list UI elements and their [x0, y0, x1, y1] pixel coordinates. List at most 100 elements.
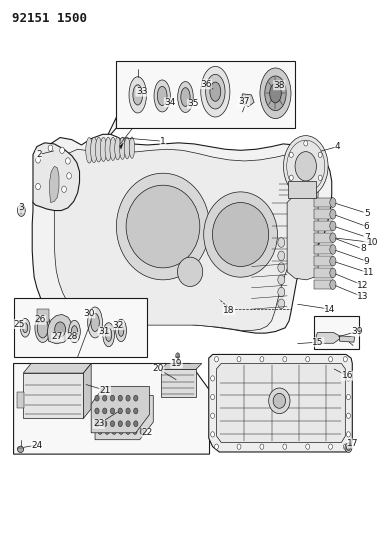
Text: 1: 1 [160, 137, 166, 146]
Ellipse shape [215, 444, 218, 449]
Ellipse shape [36, 183, 40, 190]
Ellipse shape [110, 137, 116, 160]
Ellipse shape [211, 413, 215, 418]
Ellipse shape [133, 408, 138, 414]
Ellipse shape [105, 417, 109, 423]
Ellipse shape [112, 417, 116, 423]
Ellipse shape [55, 322, 66, 337]
Ellipse shape [346, 432, 350, 437]
Ellipse shape [103, 322, 114, 346]
Bar [37, 309, 48, 322]
Text: 11: 11 [363, 269, 374, 277]
Ellipse shape [88, 307, 102, 338]
Ellipse shape [283, 444, 287, 449]
Bar [314, 221, 333, 231]
Ellipse shape [98, 417, 102, 423]
Text: 5: 5 [364, 209, 369, 217]
Ellipse shape [265, 76, 286, 111]
Polygon shape [14, 364, 210, 454]
Ellipse shape [260, 68, 291, 119]
Ellipse shape [278, 275, 285, 285]
Text: 20: 20 [152, 365, 164, 373]
Ellipse shape [343, 444, 347, 449]
Text: 22: 22 [142, 429, 153, 437]
Text: 37: 37 [238, 97, 249, 106]
Polygon shape [217, 364, 345, 442]
Text: 2: 2 [36, 150, 42, 159]
Ellipse shape [105, 406, 109, 411]
Text: 30: 30 [83, 309, 95, 318]
Bar [314, 316, 359, 349]
Polygon shape [116, 61, 295, 128]
Ellipse shape [176, 353, 180, 358]
Ellipse shape [133, 421, 138, 426]
Bar [288, 181, 316, 198]
Text: 19: 19 [171, 359, 182, 368]
Ellipse shape [278, 287, 285, 297]
Ellipse shape [283, 136, 328, 197]
Text: 15: 15 [312, 338, 324, 346]
Text: 23: 23 [93, 419, 105, 428]
Ellipse shape [21, 318, 30, 337]
Bar [314, 280, 333, 289]
Text: 38: 38 [274, 81, 285, 90]
Polygon shape [209, 354, 352, 452]
Ellipse shape [129, 137, 135, 158]
Ellipse shape [105, 138, 111, 161]
Ellipse shape [102, 408, 107, 414]
Bar [161, 369, 196, 397]
Polygon shape [23, 364, 91, 373]
Ellipse shape [118, 395, 123, 401]
Ellipse shape [110, 395, 115, 401]
Ellipse shape [270, 84, 281, 103]
Polygon shape [120, 143, 123, 149]
Ellipse shape [154, 80, 170, 112]
Text: 12: 12 [357, 281, 369, 289]
Ellipse shape [260, 444, 264, 449]
Ellipse shape [126, 408, 130, 414]
Ellipse shape [181, 88, 190, 107]
Ellipse shape [273, 393, 286, 408]
Ellipse shape [329, 444, 333, 449]
Text: 33: 33 [136, 87, 147, 96]
Ellipse shape [278, 263, 285, 272]
Ellipse shape [215, 357, 218, 362]
Polygon shape [95, 395, 153, 440]
Text: 39: 39 [351, 327, 363, 336]
Ellipse shape [268, 388, 290, 414]
Ellipse shape [330, 256, 336, 266]
Ellipse shape [346, 376, 350, 381]
Ellipse shape [106, 328, 112, 341]
Bar [314, 198, 333, 207]
Ellipse shape [119, 417, 123, 423]
Bar [314, 233, 333, 243]
Ellipse shape [126, 429, 130, 434]
Ellipse shape [133, 85, 142, 105]
Ellipse shape [37, 318, 48, 338]
Ellipse shape [23, 323, 28, 333]
Text: 17: 17 [347, 439, 359, 448]
Ellipse shape [17, 446, 24, 453]
Polygon shape [241, 94, 254, 107]
Text: 25: 25 [14, 320, 25, 328]
Ellipse shape [213, 203, 268, 266]
Ellipse shape [17, 205, 25, 216]
Polygon shape [32, 134, 332, 333]
Ellipse shape [330, 268, 336, 278]
Text: 32: 32 [113, 321, 124, 329]
Ellipse shape [133, 417, 137, 423]
Text: 34: 34 [164, 98, 176, 107]
Ellipse shape [140, 417, 144, 423]
Polygon shape [83, 364, 91, 418]
Ellipse shape [158, 86, 167, 106]
Ellipse shape [133, 406, 137, 411]
Ellipse shape [278, 299, 285, 309]
Polygon shape [33, 143, 80, 211]
Text: 4: 4 [335, 142, 340, 151]
Bar [314, 209, 333, 219]
Ellipse shape [140, 406, 144, 411]
Ellipse shape [330, 209, 336, 219]
Polygon shape [316, 333, 340, 343]
Ellipse shape [210, 82, 221, 101]
Ellipse shape [283, 357, 287, 362]
